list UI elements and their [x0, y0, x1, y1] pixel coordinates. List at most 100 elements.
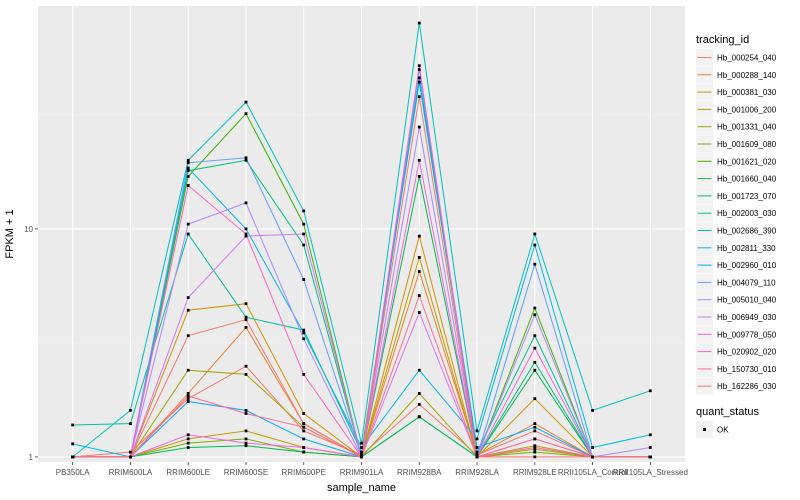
data-point-Hb_009778_050-RRIM928LE — [533, 346, 537, 350]
data-point-Hb_002811_330-RRIM928LE — [533, 243, 537, 247]
data-point-Hb_000288_140-RRIM600LE — [186, 392, 190, 395]
data-point-Hb_001331_040-RRIM600LE — [186, 368, 190, 372]
x-axis: PB350LA RRIM600LA RRIM600LE RRIM600SE RRIM60… — [56, 462, 688, 477]
data-point-Hb_150730_010-RRIM928LE — [533, 437, 537, 441]
data-point-Hb_002003_030-RRIM600LE — [186, 232, 190, 236]
legend-label-Hb_002960_010: Hb_002960_010 — [717, 261, 777, 270]
data-point-Hb_162286_030-RRIM600PE — [302, 422, 306, 425]
x-axis-title: sample_name — [327, 482, 396, 494]
data-point-Hb_001006_200-RRIM928BA — [417, 256, 421, 259]
data-point-Hb_002811_330-RRIM928BA — [417, 368, 421, 372]
data-point-Hb_020902_020-RRIM600PE — [302, 373, 306, 376]
data-point-Hb_001621_020-RRIM928LE — [533, 306, 537, 310]
data-point-Hb_020902_020-RRIM928LE — [533, 446, 537, 449]
x-tick-label-2: RRIM600LE — [166, 468, 210, 477]
data-point-Hb_002003_030-PB350LA — [71, 423, 75, 427]
data-point-Hb_002811_330-RRII105LA_Stressed — [648, 433, 652, 437]
data-point-Hb_001331_040-RRIM600SE — [244, 373, 248, 376]
data-point-Hb_001331_040-RRIM928LE — [533, 447, 537, 451]
data-point-Hb_162286_030-RRIM928LA — [475, 455, 479, 459]
data-point-Hb_000381_030-RRIM600PE — [302, 412, 306, 415]
data-point-Hb_162286_030-RRIM928BA — [417, 95, 421, 99]
data-point-Hb_002811_330-RRIM600LE — [186, 166, 190, 170]
legend-label-Hb_001006_200: Hb_001006_200 — [717, 105, 777, 114]
data-point-Hb_002811_330-RRIM928LA — [475, 437, 479, 441]
x-tick-label-7: RRIM928LA — [455, 468, 499, 477]
data-point-Hb_006949_030-RRIM600LE — [186, 296, 190, 299]
data-point-Hb_006949_030-RRIM600SE — [244, 234, 248, 238]
data-point-Hb_009778_050-RRIM600LE — [186, 433, 190, 437]
data-point-Hb_002811_330-RRIM600PE — [302, 331, 306, 335]
legend-label-Hb_002686_390: Hb_002686_390 — [717, 227, 777, 236]
legend-label-Hb_006949_030: Hb_006949_030 — [717, 313, 777, 322]
data-point-Hb_005010_040-RRIM928LE — [533, 313, 537, 317]
x-tick-label-3: RRIM600SE — [224, 468, 268, 477]
data-point-Hb_000381_030-RRIM600SE — [244, 302, 248, 306]
data-point-Hb_002686_390-RRIM928LA — [475, 429, 479, 433]
data-point-Hb_000288_140-RRIM600SE — [244, 326, 248, 329]
data-point-Hb_001723_070-RRIM600SE — [244, 158, 248, 162]
data-point-Hb_020902_020-RRIM928BA — [417, 64, 421, 68]
data-point-Hb_001723_070-RRIM600LE — [186, 169, 190, 173]
data-point-Hb_002686_390-RRIM901LA — [360, 441, 363, 445]
y-axis-title: FPKM + 1 — [4, 209, 16, 258]
data-point-Hb_001609_080-RRIM600SE — [244, 437, 248, 441]
data-point-Hb_162286_030-RRIM928LE — [533, 455, 537, 459]
data-point-Hb_001723_070-RRIM928BA — [417, 415, 421, 419]
y-tick-label-0: 1 — [29, 453, 34, 462]
data-point-Hb_150730_010-RRIM600LE — [186, 394, 190, 398]
x-tick-label-6: RRIM928BA — [397, 468, 442, 477]
legend-status-label-0: OK — [717, 426, 729, 435]
data-point-Hb_006949_030-RRIM928BA — [417, 311, 421, 314]
data-point-Hb_150730_010-RRIM600PE — [302, 425, 306, 429]
legend-status-title: quant_status — [696, 406, 759, 418]
data-point-Hb_000254_040-RRIM600SE — [244, 364, 248, 368]
data-point-Hb_162286_030-RRIM600LE — [186, 334, 190, 338]
data-point-Hb_150730_010-RRIM600SE — [244, 412, 248, 415]
data-point-Hb_000288_140-RRIM928BA — [417, 270, 421, 273]
data-point-Hb_000254_040-RRIM928LE — [533, 429, 537, 433]
data-point-Hb_000254_040-RRIM928BA — [417, 403, 421, 406]
legend: tracking_id Hb_000254_040Hb_000288_140Hb… — [696, 34, 777, 438]
data-point-Hb_001660_040-RRIM600LE — [186, 446, 190, 449]
data-point-Hb_001660_040-RRIM928BA — [417, 175, 421, 178]
data-point-Hb_004079_110-RRIM600PE — [302, 278, 306, 281]
data-point-Hb_001331_040-RRIM928BA — [417, 392, 421, 395]
data-point-Hb_001006_200-RRIM600LE — [186, 437, 190, 441]
data-point-Hb_004079_110-RRIM928LE — [533, 262, 537, 266]
data-point-Hb_001621_020-RRIM600SE — [244, 112, 248, 116]
x-tick-label-9: RRII105LA_Control — [558, 468, 628, 477]
x-tick-label-10: RRII105LA_Stressed — [613, 468, 688, 477]
x-tick-label-1: RRIM600LA — [109, 468, 153, 477]
data-point-Hb_002686_390-RRIM600LA — [129, 409, 132, 412]
data-point-Hb_000254_040-RRIM600LA — [129, 450, 132, 454]
data-point-Hb_005010_040-RRIM600LE — [186, 222, 190, 226]
data-point-Hb_000254_040-RRIM901LA — [360, 453, 363, 457]
data-point-Hb_004079_110-RRIM928BA — [417, 68, 421, 71]
data-point-Hb_020902_020-RRIM600LE — [186, 184, 190, 187]
data-point-Hb_002811_330-RRIM901LA — [360, 446, 363, 449]
data-point-Hb_002003_030-RRIM600PE — [302, 328, 306, 332]
data-point-Hb_009778_050-RRIM600PE — [302, 446, 306, 449]
data-point-Hb_002686_390-RRIM600LE — [186, 158, 190, 162]
legend-label-Hb_001621_020: Hb_001621_020 — [717, 157, 777, 166]
data-point-Hb_002686_390-RRIM928LE — [533, 232, 537, 236]
data-point-Hb_020902_020-RRIM600SE — [244, 232, 248, 236]
data-point-Hb_001621_020-RRIM600PE — [302, 222, 306, 226]
data-point-Hb_162286_030-PB350LA — [71, 455, 75, 459]
data-point-Hb_005010_040-RRIM600SE — [244, 201, 248, 205]
data-point-Hb_009778_050-RRIM600SE — [244, 441, 248, 445]
data-point-Hb_002960_010-RRIM600PE — [302, 437, 306, 441]
legend-label-Hb_002811_330: Hb_002811_330 — [717, 244, 776, 253]
data-point-Hb_000381_030-RRIM928BA — [417, 234, 421, 238]
data-point-Hb_000381_030-RRIM928LE — [533, 397, 537, 401]
data-point-Hb_002960_010-RRIM928LE — [533, 425, 537, 429]
legend-label-Hb_001331_040: Hb_001331_040 — [717, 123, 777, 132]
data-point-Hb_162286_030-RRIM901LA — [360, 455, 363, 459]
data-point-Hb_002003_030-RRIM928BA — [417, 80, 421, 84]
x-tick-label-5: RRIM901LA — [340, 468, 384, 477]
data-point-Hb_000254_040-RRIM600LE — [186, 397, 190, 401]
y-tick-label-1: 10 — [24, 225, 33, 234]
legend-label-Hb_004079_110: Hb_004079_110 — [717, 278, 776, 287]
